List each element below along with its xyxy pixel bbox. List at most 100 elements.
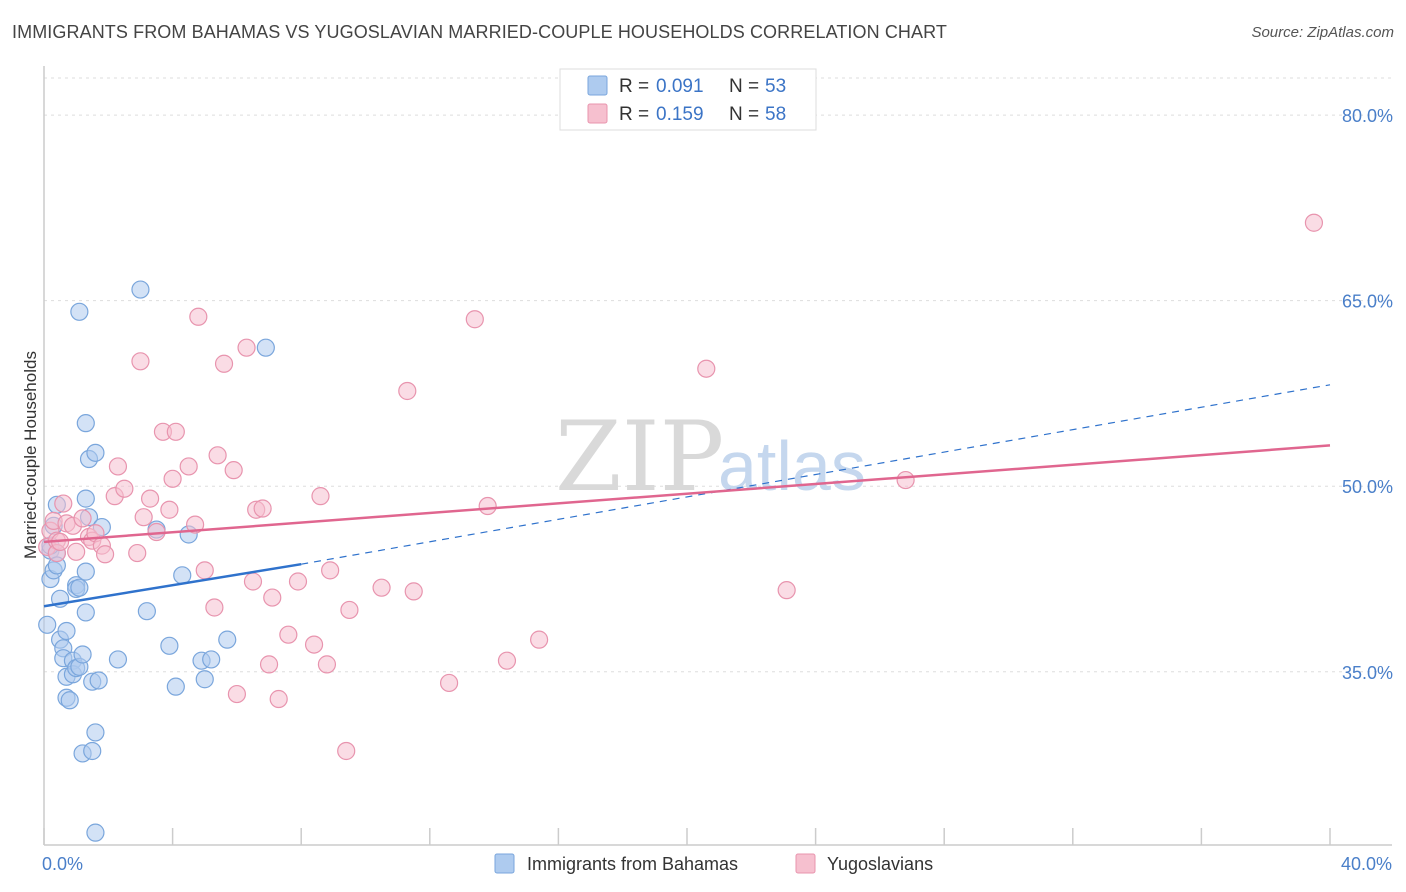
legend-swatch-pink	[587, 103, 608, 124]
data-point-bahamas	[195, 670, 214, 689]
data-point-yugoslavians	[304, 635, 324, 654]
data-point-yugoslavians	[259, 655, 279, 674]
data-point-bahamas	[76, 489, 95, 508]
data-point-yugoslavians	[134, 508, 153, 527]
data-point-yugoslavians	[131, 352, 150, 371]
trend-layer	[43, 384, 1331, 608]
data-point-yugoslavians	[54, 494, 73, 513]
data-point-yugoslavians	[179, 457, 198, 476]
legend-swatch-blue	[587, 75, 608, 96]
data-point-yugoslavians	[777, 581, 796, 600]
legend-r-value-1: 0.091	[656, 76, 704, 97]
y-tick-label: 65.0%	[1342, 292, 1393, 312]
data-point-yugoslavians	[227, 684, 246, 704]
x-tick-label: 0.0%	[42, 854, 83, 874]
data-point-bahamas	[76, 603, 95, 622]
watermark: ZIP atlas	[555, 401, 866, 513]
data-point-yugoslavians	[73, 509, 92, 528]
x-tick-label: 40.0%	[1341, 854, 1392, 874]
data-point-yugoslavians	[166, 422, 185, 441]
trend-line-bahamas	[43, 562, 302, 608]
data-point-bahamas	[57, 621, 76, 641]
watermark-atlas: atlas	[718, 427, 866, 505]
data-point-yugoslavians	[404, 582, 423, 601]
data-point-yugoslavians	[317, 655, 337, 674]
y-axis-labels: 80.0% 65.0% 50.0% 35.0%	[1342, 106, 1393, 683]
data-point-yugoslavians	[67, 542, 86, 561]
data-point-yugoslavians	[530, 630, 549, 649]
data-point-bahamas	[173, 566, 192, 585]
bottom-legend-label-2: Yugoslavians	[827, 854, 933, 874]
source-label: Source: ZipAtlas.com	[1251, 24, 1394, 41]
data-point-bahamas	[202, 650, 221, 669]
data-point-yugoslavians	[340, 600, 359, 620]
legend-r-value-2: 0.159	[656, 104, 704, 125]
data-point-yugoslavians	[205, 598, 224, 617]
data-point-yugoslavians	[497, 651, 517, 670]
data-point-bahamas	[86, 723, 105, 742]
data-point-bahamas	[76, 562, 95, 581]
bottom-legend-swatch-blue	[494, 853, 515, 874]
legend-n-value-2: 58	[765, 104, 786, 125]
y-tick-label: 35.0%	[1342, 663, 1393, 683]
data-point-bahamas	[89, 671, 108, 690]
data-point-yugoslavians	[311, 487, 330, 506]
data-point-yugoslavians	[189, 307, 208, 326]
data-point-yugoslavians	[160, 500, 179, 519]
data-point-yugoslavians	[108, 457, 128, 476]
legend: R = 0.091 N = 53 R = 0.159 N = 58	[559, 68, 817, 131]
data-point-bahamas	[60, 691, 79, 710]
data-point-yugoslavians	[279, 625, 298, 644]
data-point-yugoslavians	[1304, 213, 1324, 232]
data-point-bahamas	[137, 602, 156, 621]
axis-layer	[43, 66, 1392, 846]
data-point-bahamas	[83, 741, 102, 761]
data-point-yugoslavians	[224, 461, 243, 480]
data-point-yugoslavians	[372, 578, 391, 597]
data-point-bahamas	[131, 280, 150, 299]
legend-n-label-1: N =	[729, 76, 759, 97]
chart-title: IMMIGRANTS FROM BAHAMAS VS YUGOSLAVIAN M…	[12, 22, 948, 42]
points-layer	[38, 213, 1324, 842]
legend-r-label-1: R =	[619, 76, 649, 97]
data-point-bahamas	[38, 615, 57, 634]
y-tick-label: 80.0%	[1342, 106, 1393, 126]
data-point-yugoslavians	[208, 446, 227, 465]
data-point-yugoslavians	[478, 496, 497, 516]
data-point-yugoslavians	[439, 673, 459, 693]
data-point-yugoslavians	[195, 561, 214, 580]
legend-n-label-2: N =	[729, 104, 759, 125]
data-point-yugoslavians	[697, 359, 716, 378]
data-point-bahamas	[70, 302, 89, 321]
data-point-yugoslavians	[163, 469, 182, 488]
data-point-yugoslavians	[214, 354, 234, 373]
data-point-yugoslavians	[140, 489, 160, 508]
data-point-yugoslavians	[237, 338, 256, 357]
y-axis-title: Married-couple Households	[21, 351, 40, 559]
data-point-bahamas	[218, 630, 237, 649]
data-point-yugoslavians	[128, 543, 147, 563]
data-point-bahamas	[108, 650, 128, 669]
bottom-legend: Immigrants from Bahamas Yugoslavians	[494, 853, 933, 874]
data-point-bahamas	[166, 677, 185, 696]
x-axis-labels: 0.0% 40.0%	[42, 854, 1392, 874]
data-point-yugoslavians	[288, 572, 308, 591]
data-point-bahamas	[160, 636, 179, 655]
data-point-bahamas	[86, 443, 105, 462]
trend-line-yugoslavians	[43, 444, 1331, 544]
data-point-bahamas	[70, 578, 89, 597]
data-point-yugoslavians	[115, 479, 134, 498]
trend-line-bahamas-dashed	[301, 384, 1331, 565]
data-point-yugoslavians	[465, 310, 484, 329]
legend-n-value-1: 53	[765, 76, 786, 97]
data-point-yugoslavians	[95, 545, 115, 564]
data-point-yugoslavians	[243, 572, 263, 591]
data-point-yugoslavians	[253, 499, 272, 518]
data-point-yugoslavians	[186, 515, 205, 534]
data-point-yugoslavians	[269, 689, 288, 709]
data-point-bahamas	[256, 338, 275, 357]
data-point-yugoslavians	[321, 561, 340, 580]
data-point-yugoslavians	[337, 741, 356, 761]
y-tick-label: 50.0%	[1342, 477, 1393, 497]
data-point-yugoslavians	[398, 381, 417, 401]
